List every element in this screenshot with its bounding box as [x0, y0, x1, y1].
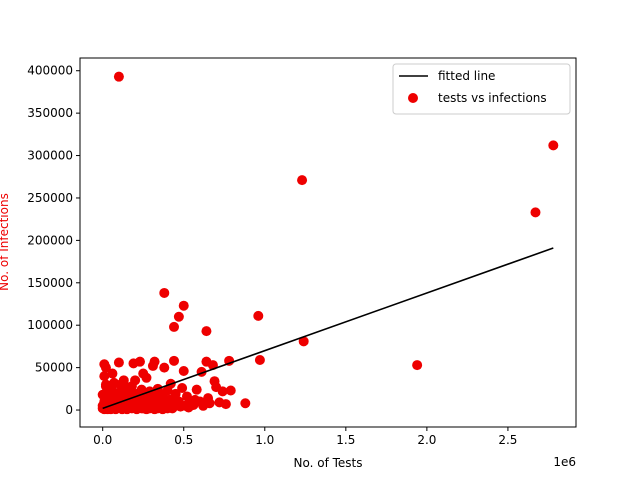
data-point: [141, 372, 152, 383]
legend: fitted line tests vs infections: [392, 63, 571, 115]
data-point: [154, 388, 165, 399]
legend-point-swatch: [408, 93, 418, 103]
legend-label-points: tests vs infections: [438, 91, 547, 105]
x-tick-label: 0.0: [93, 433, 112, 447]
data-point: [191, 384, 202, 395]
data-point: [298, 336, 309, 347]
data-point: [253, 310, 264, 321]
data-point: [203, 393, 214, 404]
x-tick-label: 1.5: [336, 433, 355, 447]
data-point: [254, 354, 265, 365]
data-point: [159, 362, 170, 373]
data-point: [113, 71, 124, 82]
y-tick-label: 150000: [27, 276, 73, 290]
y-tick-label: 350000: [27, 106, 73, 120]
y-tick-label: 100000: [27, 318, 73, 332]
x-tick-label: 2.5: [498, 433, 517, 447]
x-tick-label: 2.0: [417, 433, 436, 447]
data-point: [530, 207, 541, 218]
data-point: [169, 393, 180, 404]
data-point: [100, 362, 111, 373]
data-point: [412, 360, 423, 371]
data-point: [548, 140, 559, 151]
data-point: [217, 386, 228, 397]
data-point: [220, 399, 231, 410]
data-point: [297, 175, 308, 186]
data-point: [128, 358, 139, 369]
data-point: [178, 300, 189, 311]
data-point: [99, 371, 110, 382]
x-axis-scale-label: 1e6: [553, 455, 576, 469]
data-point: [224, 355, 235, 366]
x-tick-label: 0.5: [174, 433, 193, 447]
y-tick-label: 200000: [27, 233, 73, 247]
x-axis-ticks: 0.0 0.5 1.0 1.5 2.0 2.5: [93, 427, 517, 447]
y-axis-ticks: 0 50000 100000 150000 200000 250000 300000 3500…: [27, 64, 80, 417]
data-point: [162, 403, 173, 414]
data-point: [173, 311, 184, 322]
y-tick-label: 50000: [35, 361, 73, 375]
data-point: [240, 398, 251, 409]
y-tick-label: 0: [65, 403, 73, 417]
data-point: [225, 385, 236, 396]
data-point: [146, 392, 157, 403]
legend-box: [392, 63, 571, 115]
data-point: [147, 360, 158, 371]
data-point: [113, 357, 124, 368]
data-point: [107, 368, 118, 379]
plot-frame: [79, 57, 577, 428]
y-tick-label: 300000: [27, 149, 73, 163]
fitted-line-layer: [102, 247, 554, 410]
x-axis-label: No. of Tests: [294, 456, 363, 470]
data-point: [178, 366, 189, 377]
data-point: [198, 400, 209, 411]
data-point: [201, 326, 212, 337]
data-point: [190, 394, 201, 405]
x-tick-label: 1.0: [255, 433, 274, 447]
y-tick-label: 400000: [27, 64, 73, 78]
data-point: [177, 382, 188, 393]
fitted-line: [102, 247, 554, 410]
data-point: [159, 287, 170, 298]
y-axis-label: No. of Infections: [0, 193, 11, 291]
y-tick-label: 250000: [27, 191, 73, 205]
legend-label-fitted-line: fitted line: [438, 69, 495, 83]
data-point: [169, 321, 180, 332]
data-point: [169, 355, 180, 366]
